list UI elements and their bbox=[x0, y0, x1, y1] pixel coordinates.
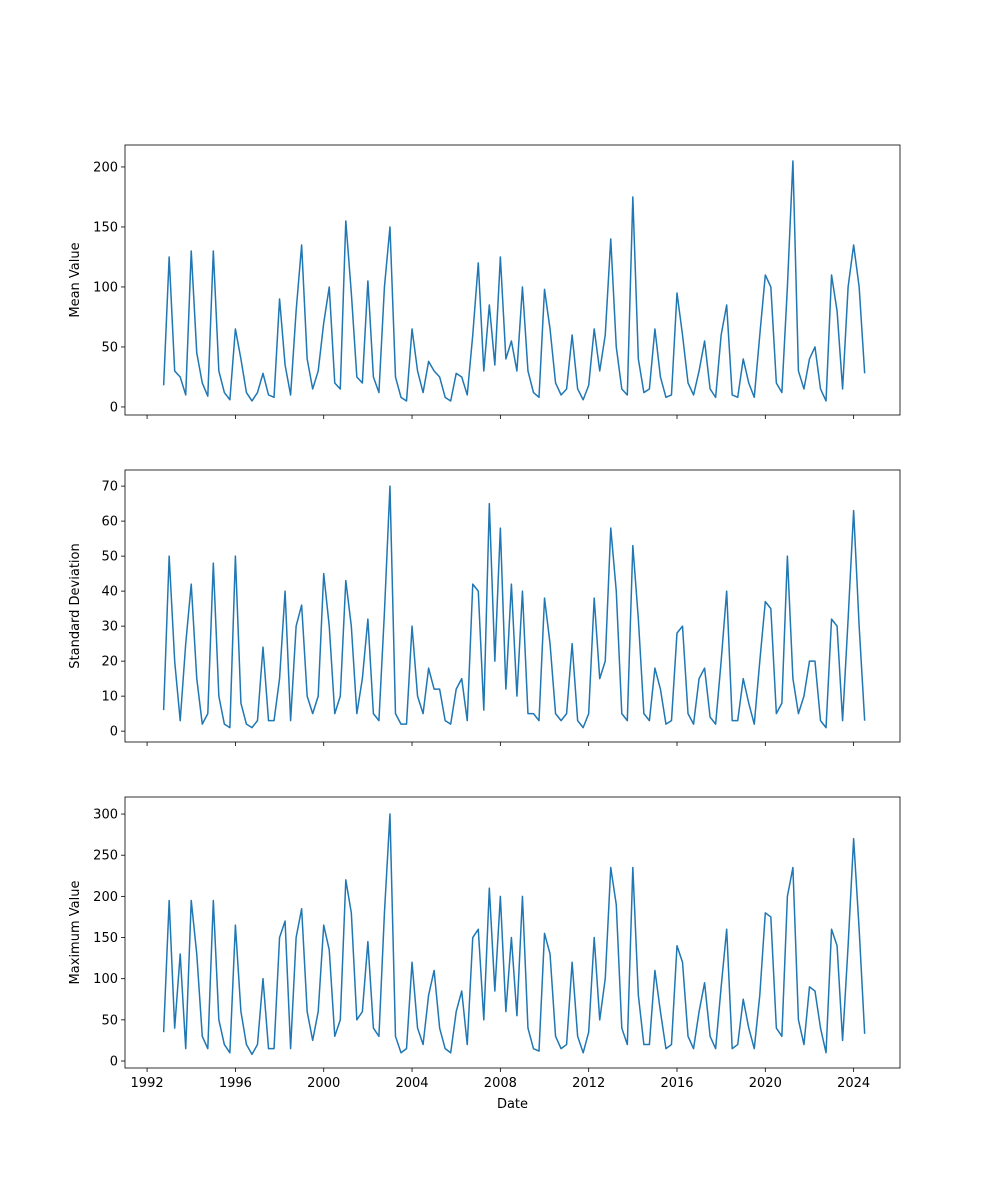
y-tick-label: 40 bbox=[101, 585, 118, 600]
y-tick-label: 50 bbox=[101, 1013, 118, 1028]
x-tick-label: 1992 bbox=[131, 1076, 164, 1091]
x-tick-label: 2024 bbox=[837, 1076, 870, 1091]
x-tick-label: 2000 bbox=[307, 1076, 340, 1091]
x-axis-label: Date bbox=[497, 1097, 528, 1112]
axes-frame bbox=[124, 469, 901, 743]
y-axis-label: Maximum Value bbox=[68, 881, 83, 985]
axes-frame bbox=[124, 796, 901, 1069]
y-tick-label: 250 bbox=[93, 849, 118, 864]
y-tick-label: 20 bbox=[101, 655, 118, 670]
y-tick-label: 50 bbox=[101, 340, 118, 355]
y-tick-label: 300 bbox=[93, 808, 118, 823]
y-tick-label: 0 bbox=[110, 725, 118, 740]
x-tick-label: 2016 bbox=[660, 1076, 693, 1091]
x-tick-label: 2020 bbox=[749, 1076, 782, 1091]
y-tick-label: 50 bbox=[101, 550, 118, 565]
y-tick-label: 150 bbox=[93, 220, 118, 235]
data-line bbox=[162, 160, 866, 402]
y-axis-label: Mean Value bbox=[68, 242, 83, 317]
y-tick-label: 150 bbox=[93, 931, 118, 946]
y-tick-label: 100 bbox=[93, 280, 118, 295]
y-tick-label: 60 bbox=[101, 515, 118, 530]
y-tick-label: 30 bbox=[101, 620, 118, 635]
data-line bbox=[162, 485, 866, 729]
data-line bbox=[162, 813, 866, 1056]
axes-frame bbox=[124, 144, 901, 416]
y-tick-label: 70 bbox=[101, 480, 118, 495]
x-tick-label: 2008 bbox=[484, 1076, 517, 1091]
y-tick-label: 0 bbox=[110, 400, 118, 415]
y-tick-label: 200 bbox=[93, 890, 118, 905]
x-tick-label: 2012 bbox=[572, 1076, 605, 1091]
x-tick-label: 1996 bbox=[219, 1076, 252, 1091]
y-axis-label: Standard Deviation bbox=[68, 543, 83, 668]
y-tick-label: 10 bbox=[101, 690, 118, 705]
y-tick-label: 200 bbox=[93, 160, 118, 175]
y-tick-label: 0 bbox=[110, 1055, 118, 1070]
y-tick-label: 100 bbox=[93, 972, 118, 987]
x-tick-label: 2004 bbox=[395, 1076, 428, 1091]
